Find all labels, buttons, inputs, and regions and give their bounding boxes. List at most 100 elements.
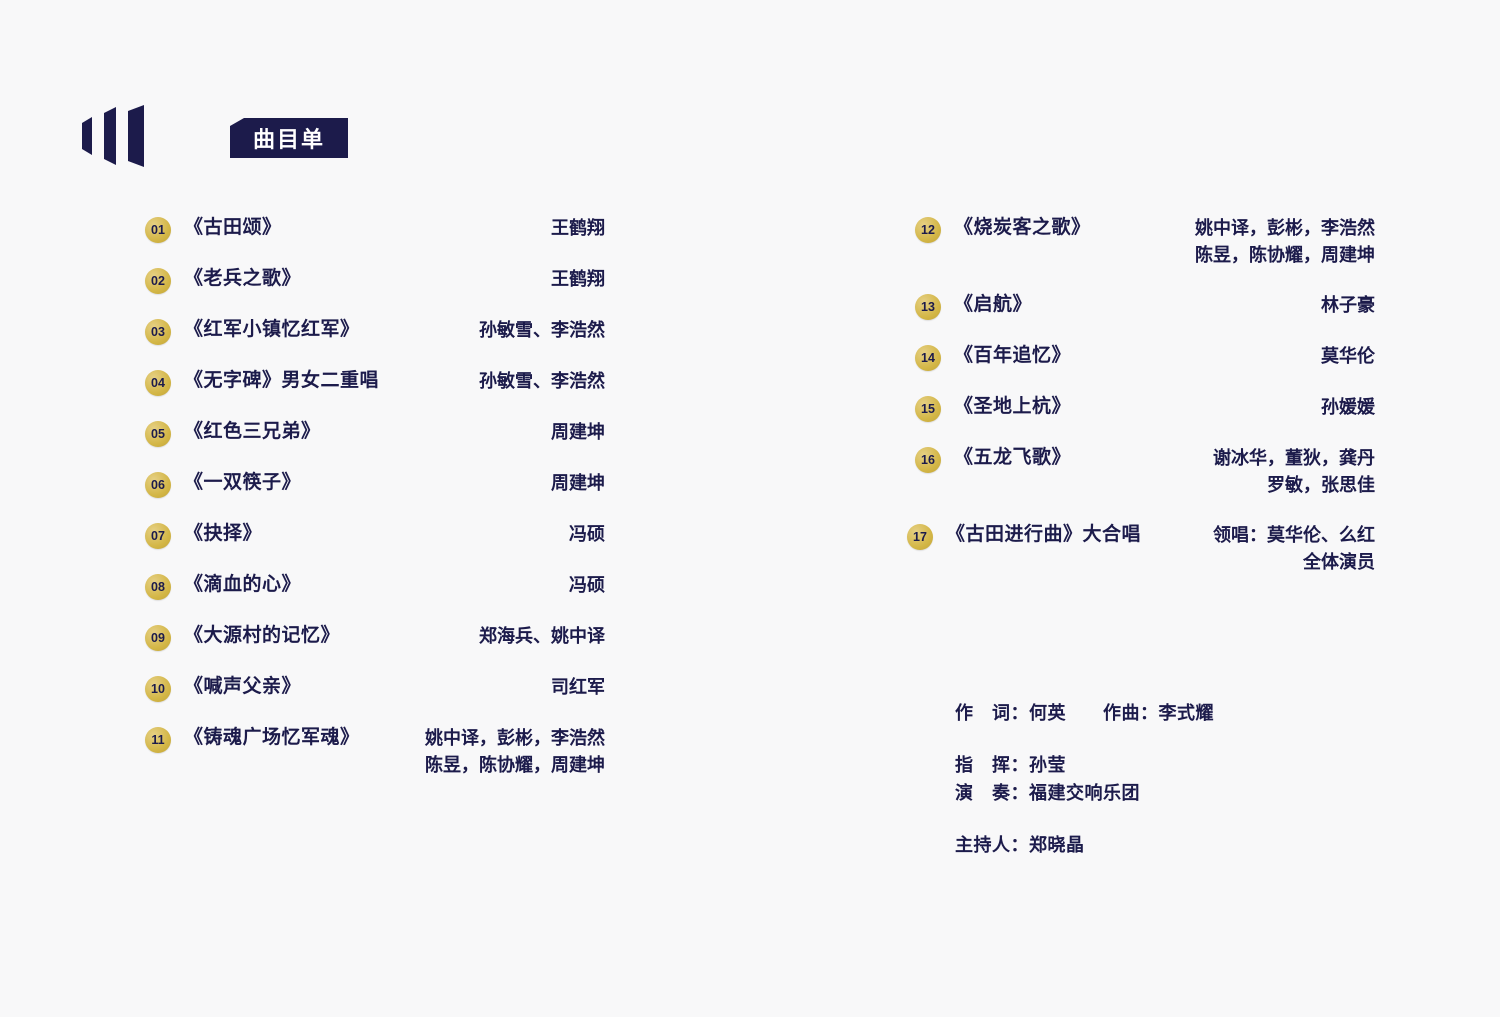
performer-line: 孙媛媛 xyxy=(1321,397,1375,417)
list-item: 12 《烧炭客之歌》 姚中译，彭彬，李浩然 陈昱，陈协耀，周建坤 xyxy=(915,215,1375,269)
item-number-badge: 04 xyxy=(145,370,171,396)
item-title: 《滴血的心》 xyxy=(184,574,302,595)
item-performers: 冯硕 xyxy=(301,572,605,599)
item-number-badge: 01 xyxy=(145,217,171,243)
list-item: 07 《抉择》 冯硕 xyxy=(145,521,605,549)
item-title: 《古田进行曲》大合唱 xyxy=(946,524,1142,545)
item-title: 《古田颂》 xyxy=(184,217,282,238)
performer-line: 姚中译，彭彬，李浩然 xyxy=(425,728,605,748)
list-item: 03 《红军小镇忆红军》 孙敏雪、李浩然 xyxy=(145,317,605,345)
item-performers: 冯硕 xyxy=(262,521,605,548)
credits-group-host: 主持人：郑晓晶 xyxy=(955,832,1214,860)
item-number-badge: 16 xyxy=(915,447,941,473)
item-number-badge: 05 xyxy=(145,421,171,447)
item-title: 《抉择》 xyxy=(184,523,263,544)
performer-line: 罗敏，张思佳 xyxy=(1267,475,1375,495)
list-item: 13 《启航》 林子豪 xyxy=(915,292,1375,320)
item-performers: 领唱：莫华伦、么红 全体演员 xyxy=(1141,522,1375,576)
item-number-badge: 13 xyxy=(915,294,941,320)
item-title: 《大源村的记忆》 xyxy=(184,625,341,646)
list-item: 16 《五龙飞歌》 谢冰华，董狄，龚丹 罗敏，张思佳 xyxy=(915,445,1375,499)
credits-block: 作 词：何英 作曲：李式耀 指 挥：孙莹 演 奏：福建交响乐团 主持人：郑晓晶 xyxy=(955,700,1214,860)
item-number-badge: 09 xyxy=(145,625,171,651)
item-number-badge: 11 xyxy=(145,727,171,753)
list-item: 04 《无字碑》男女二重唱 孙敏雪、李浩然 xyxy=(145,368,605,396)
item-performers: 郑海兵、姚中译 xyxy=(340,623,605,650)
list-item: 02 《老兵之歌》 王鹤翔 xyxy=(145,266,605,294)
performer-line: 全体演员 xyxy=(1303,552,1375,572)
performer-line: 王鹤翔 xyxy=(551,269,605,289)
item-performers: 王鹤翔 xyxy=(282,215,605,242)
item-performers: 姚中译，彭彬，李浩然 陈昱，陈协耀，周建坤 xyxy=(1091,215,1375,269)
item-performers: 莫华伦 xyxy=(1071,343,1375,370)
item-performers: 孙媛媛 xyxy=(1071,394,1375,421)
item-title: 《红军小镇忆红军》 xyxy=(184,319,360,340)
item-number-badge: 14 xyxy=(915,345,941,371)
item-number-badge: 03 xyxy=(145,319,171,345)
item-number-badge: 02 xyxy=(145,268,171,294)
item-performers: 周建坤 xyxy=(321,419,605,446)
item-performers: 王鹤翔 xyxy=(301,266,605,293)
item-title: 《老兵之歌》 xyxy=(184,268,302,289)
three-bars-logo-icon xyxy=(78,105,150,167)
performer-line: 冯硕 xyxy=(569,575,605,595)
item-number-badge: 07 xyxy=(145,523,171,549)
list-item: 15 《圣地上杭》 孙媛媛 xyxy=(915,394,1375,422)
item-performers: 孙敏雪、李浩然 xyxy=(379,368,605,395)
item-number-badge: 17 xyxy=(907,524,933,550)
item-title: 《圣地上杭》 xyxy=(954,396,1072,417)
page-title: 曲目单 xyxy=(252,126,325,152)
list-item: 11 《铸魂广场忆军魂》 姚中译，彭彬，李浩然 陈昱，陈协耀，周建坤 xyxy=(145,725,605,779)
item-title: 《无字碑》男女二重唱 xyxy=(184,370,380,391)
list-item: 17 《古田进行曲》大合唱 领唱：莫华伦、么红 全体演员 xyxy=(907,522,1375,576)
item-title: 《铸魂广场忆军魂》 xyxy=(184,727,360,748)
list-item: 05 《红色三兄弟》 周建坤 xyxy=(145,419,605,447)
item-performers: 姚中译，彭彬，李浩然 陈昱，陈协耀，周建坤 xyxy=(360,725,605,779)
list-item: 06 《一双筷子》 周建坤 xyxy=(145,470,605,498)
item-number-badge: 08 xyxy=(145,574,171,600)
item-performers: 林子豪 xyxy=(1032,292,1375,319)
credit-line-conductor: 指 挥：孙莹 xyxy=(955,754,1066,775)
performer-line: 周建坤 xyxy=(551,422,605,442)
item-title: 《启航》 xyxy=(954,294,1033,315)
performer-line: 姚中译，彭彬，李浩然 xyxy=(1195,218,1375,238)
credit-line-host: 主持人：郑晓晶 xyxy=(955,834,1085,855)
item-performers: 谢冰华，董狄，龚丹 罗敏，张思佳 xyxy=(1071,445,1375,499)
program-column-left: 01 《古田颂》 王鹤翔 02 《老兵之歌》 王鹤翔 03 《红军小镇忆红军》 … xyxy=(145,215,605,802)
performer-line: 谢冰华，董狄，龚丹 xyxy=(1213,448,1375,468)
credit-line-lyrics-composer: 作 词：何英 作曲：李式耀 xyxy=(955,703,1214,723)
item-performers: 周建坤 xyxy=(301,470,605,497)
list-item: 10 《喊声父亲》 司红军 xyxy=(145,674,605,702)
performer-line: 莫华伦 xyxy=(1321,346,1375,366)
performer-line: 陈昱，陈协耀，周建坤 xyxy=(1195,245,1375,265)
list-item: 01 《古田颂》 王鹤翔 xyxy=(145,215,605,243)
program-column-right: 12 《烧炭客之歌》 姚中译，彭彬，李浩然 陈昱，陈协耀，周建坤 13 《启航》… xyxy=(907,215,1375,599)
credits-group-performance: 指 挥：孙莹 演 奏：福建交响乐团 xyxy=(955,752,1214,808)
item-title: 《红色三兄弟》 xyxy=(184,421,321,442)
item-title: 《百年追忆》 xyxy=(954,345,1072,366)
item-number-badge: 10 xyxy=(145,676,171,702)
item-title: 《烧炭客之歌》 xyxy=(954,217,1091,238)
item-number-badge: 12 xyxy=(915,217,941,243)
performer-line: 孙敏雪、李浩然 xyxy=(479,371,605,391)
item-number-badge: 15 xyxy=(915,396,941,422)
item-performers: 司红军 xyxy=(301,674,605,701)
performer-line: 司红军 xyxy=(551,677,605,697)
item-title: 《一双筷子》 xyxy=(184,472,302,493)
item-title: 《五龙飞歌》 xyxy=(954,447,1072,468)
list-item: 08 《滴血的心》 冯硕 xyxy=(145,572,605,600)
performer-line: 郑海兵、姚中译 xyxy=(479,626,605,646)
performer-line: 陈昱，陈协耀，周建坤 xyxy=(425,755,605,775)
item-number-badge: 06 xyxy=(145,472,171,498)
credit-line-orchestra: 演 奏：福建交响乐团 xyxy=(955,782,1140,803)
item-title: 《喊声父亲》 xyxy=(184,676,302,697)
performer-line: 冯硕 xyxy=(569,524,605,544)
performer-line: 林子豪 xyxy=(1321,295,1375,315)
performer-line: 周建坤 xyxy=(551,473,605,493)
performer-line: 孙敏雪、李浩然 xyxy=(479,320,605,340)
list-item: 14 《百年追忆》 莫华伦 xyxy=(915,343,1375,371)
performer-line: 领唱：莫华伦、么红 xyxy=(1213,525,1375,545)
credits-group-writers: 作 词：何英 作曲：李式耀 xyxy=(955,700,1214,728)
item-performers: 孙敏雪、李浩然 xyxy=(360,317,605,344)
performer-line: 王鹤翔 xyxy=(551,218,605,238)
